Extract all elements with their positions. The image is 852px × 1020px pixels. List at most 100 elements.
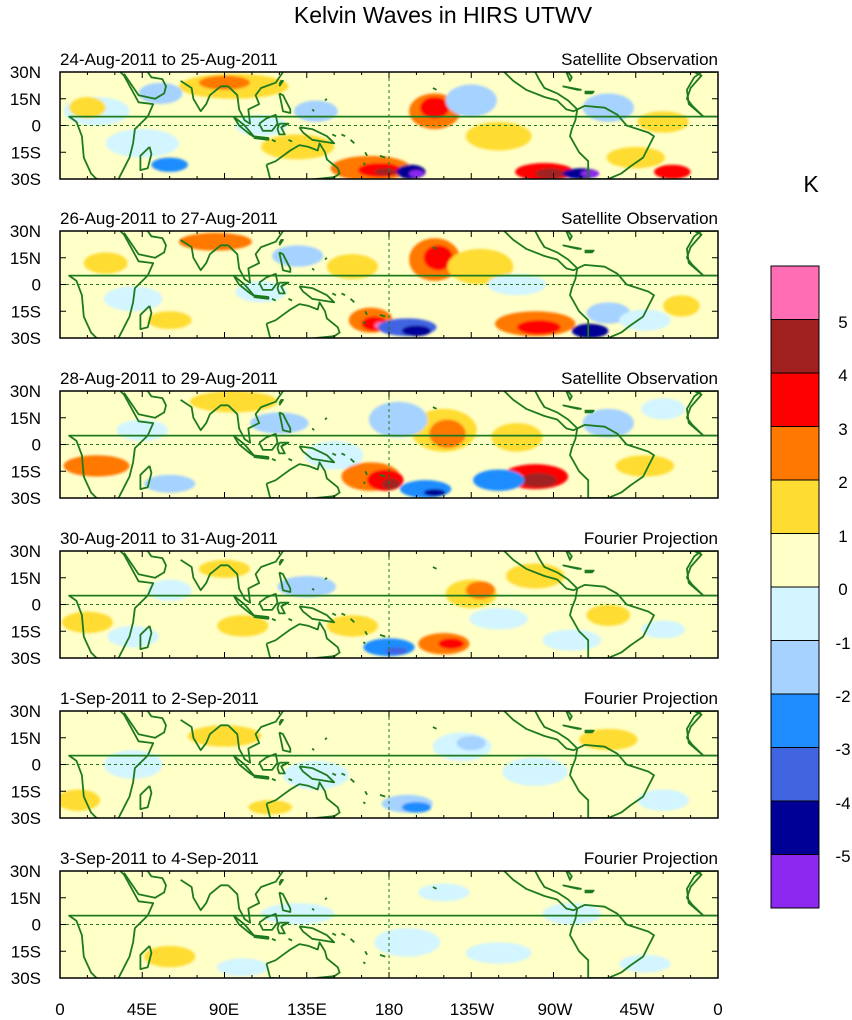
coastline bbox=[288, 617, 293, 622]
coastline bbox=[584, 889, 595, 894]
coastline bbox=[265, 301, 341, 338]
coastline bbox=[298, 765, 336, 784]
anomaly-contour bbox=[637, 111, 689, 133]
colorbar-boxes bbox=[770, 265, 820, 909]
colorbar-swatch bbox=[770, 586, 820, 641]
coastline bbox=[258, 592, 279, 611]
lat-tick: 0 bbox=[32, 436, 41, 455]
coastline bbox=[379, 154, 386, 159]
coastline bbox=[331, 772, 337, 777]
coastline bbox=[364, 470, 368, 476]
anomaly-contour bbox=[189, 391, 278, 413]
coastline bbox=[584, 569, 595, 574]
coastline bbox=[562, 564, 582, 570]
map-panel: 30N 15N 0 15S 30S 30-Aug-2011 to 31-Aug-2011 F… bbox=[10, 529, 719, 668]
coastline bbox=[686, 551, 718, 597]
coastline bbox=[276, 441, 290, 455]
coastline bbox=[311, 747, 315, 751]
coastline bbox=[349, 298, 355, 303]
coastline bbox=[364, 310, 368, 316]
anomaly-contour bbox=[615, 455, 675, 477]
anomaly-contour bbox=[418, 883, 470, 902]
coastline bbox=[364, 950, 368, 956]
coastline bbox=[180, 399, 229, 432]
coastline bbox=[503, 72, 579, 113]
coastline bbox=[232, 594, 255, 617]
map-panel: 30N 15N 0 15S 30S 28-Aug-2011 to 29-Aug-2011 S… bbox=[10, 369, 719, 508]
panels: 30N 15N 0 15S 30S 24-Aug-2011 to 25-Aug-2011 S… bbox=[10, 50, 719, 988]
coastline bbox=[584, 249, 595, 254]
anomaly-contour bbox=[261, 903, 335, 925]
coastline bbox=[232, 115, 255, 138]
colorbar-label: -5 bbox=[835, 847, 850, 866]
coastline bbox=[251, 614, 270, 620]
colorbar-swatch bbox=[770, 426, 820, 481]
coastline bbox=[271, 937, 277, 942]
coastline bbox=[139, 305, 153, 330]
coastline bbox=[341, 932, 346, 937]
coastline bbox=[232, 754, 255, 777]
coastline bbox=[324, 577, 328, 581]
coastline bbox=[364, 151, 368, 157]
coastline bbox=[584, 90, 595, 95]
coastline bbox=[362, 961, 366, 965]
coastline bbox=[379, 953, 386, 958]
colorbar-swatch bbox=[770, 854, 820, 909]
coastline bbox=[227, 391, 284, 444]
anomaly-contour bbox=[374, 928, 441, 957]
coastline bbox=[341, 292, 346, 297]
colorbar-label: -1 bbox=[835, 634, 850, 653]
colorbar-label: 4 bbox=[838, 366, 847, 385]
coastline bbox=[503, 231, 579, 272]
colorbar-label: -4 bbox=[835, 794, 850, 813]
coastline bbox=[562, 244, 582, 250]
panel-date-range: 26-Aug-2011 to 27-Aug-2011 bbox=[60, 209, 278, 228]
anomaly-contour bbox=[542, 903, 602, 925]
coastline bbox=[584, 729, 595, 734]
lat-tick: 30N bbox=[10, 702, 41, 721]
coastline bbox=[364, 630, 368, 636]
anomaly-contour bbox=[505, 563, 565, 589]
anomaly-contour bbox=[586, 302, 631, 324]
coastline bbox=[362, 481, 366, 485]
coastline bbox=[432, 87, 437, 91]
colorbar-swatch bbox=[770, 533, 820, 588]
anomaly-contour bbox=[491, 423, 543, 452]
coastline bbox=[276, 122, 290, 136]
coastline bbox=[251, 135, 270, 141]
anomaly-contour bbox=[520, 473, 558, 488]
coastline bbox=[324, 98, 328, 102]
coastline bbox=[271, 777, 277, 782]
coastline bbox=[569, 584, 655, 658]
panel-source: Fourier Projection bbox=[584, 689, 718, 708]
anomaly-contour bbox=[469, 608, 528, 630]
anomaly-field bbox=[63, 391, 718, 498]
lat-tick: 30N bbox=[10, 542, 41, 561]
coastline bbox=[251, 934, 270, 940]
coastline bbox=[562, 85, 582, 91]
anomaly-contour bbox=[151, 157, 188, 172]
lat-tick: 30S bbox=[11, 969, 41, 988]
anomaly-contour bbox=[385, 647, 408, 655]
coastline bbox=[265, 941, 341, 978]
coastline bbox=[278, 251, 292, 273]
coastline bbox=[349, 618, 355, 623]
coastline bbox=[265, 621, 341, 658]
coastline bbox=[278, 92, 292, 114]
coastline bbox=[276, 921, 290, 935]
colorbar-label: -3 bbox=[835, 740, 850, 759]
coastline bbox=[288, 777, 293, 782]
coastline bbox=[569, 904, 655, 978]
coastline bbox=[227, 871, 284, 924]
coastline bbox=[139, 625, 153, 650]
coastline bbox=[123, 72, 167, 100]
colorbar-swatch bbox=[770, 265, 820, 320]
anomaly-field bbox=[61, 551, 718, 658]
colorbar-swatch bbox=[770, 319, 820, 374]
coastline bbox=[432, 246, 437, 250]
coastline bbox=[432, 726, 437, 730]
coastline bbox=[288, 457, 293, 462]
coastline bbox=[324, 737, 328, 741]
lat-tick: 0 bbox=[32, 276, 41, 295]
coastline bbox=[276, 601, 290, 615]
